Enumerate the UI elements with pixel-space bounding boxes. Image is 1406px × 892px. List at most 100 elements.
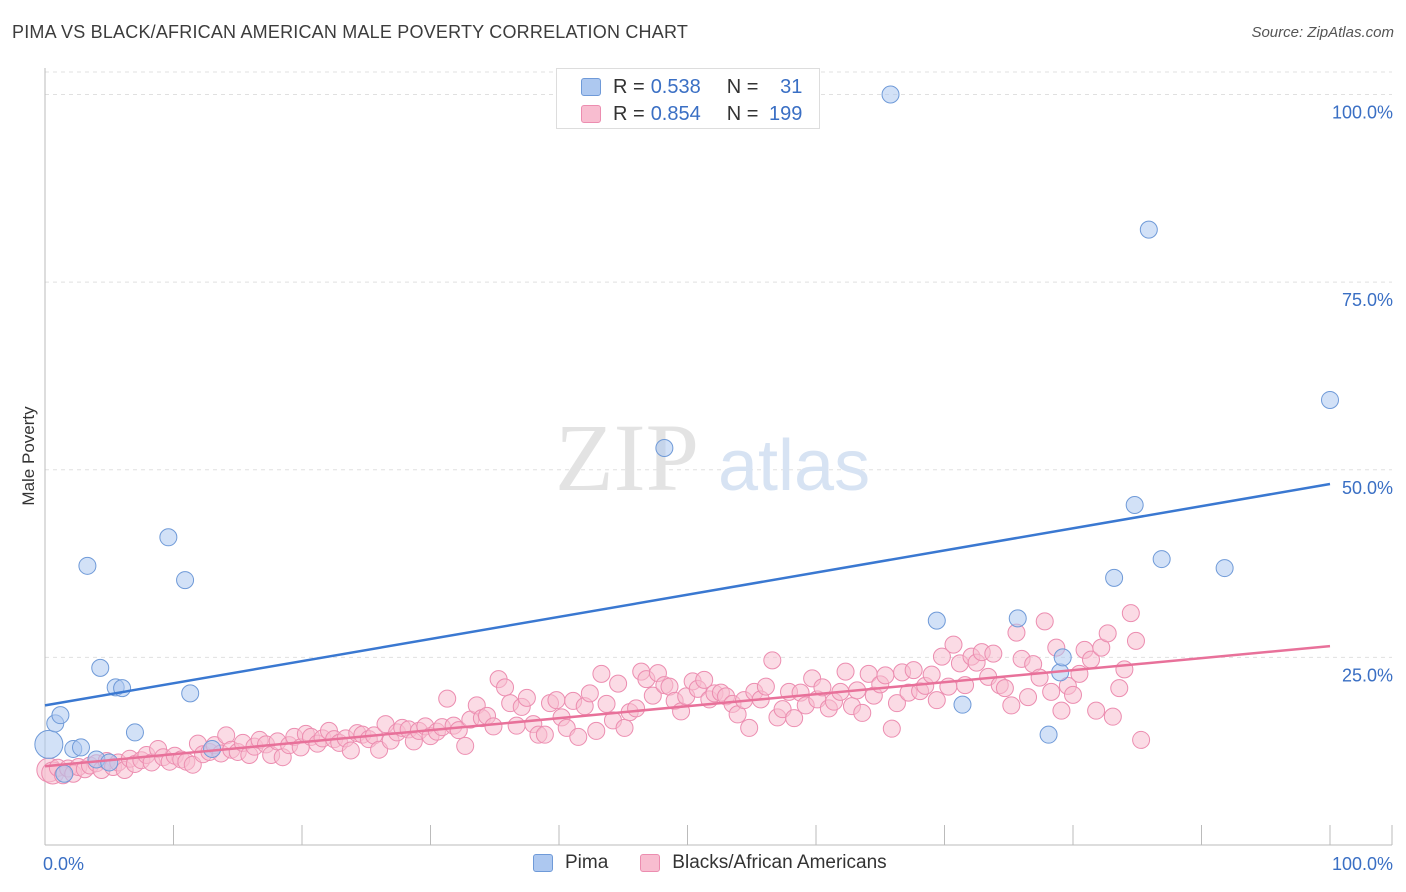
pima-point xyxy=(55,764,74,783)
black-point xyxy=(853,703,872,722)
legend-r-label: R = xyxy=(613,102,645,125)
black-point xyxy=(695,670,714,689)
black-point xyxy=(507,716,526,735)
pima-point xyxy=(51,706,70,725)
pima-point xyxy=(71,738,90,757)
trend-layer xyxy=(44,482,1331,768)
legend-r-value-pima: 0.538 xyxy=(650,75,701,98)
legend-row-pima: R = 0.538 N = 31 xyxy=(581,75,802,99)
pima-point xyxy=(1008,609,1027,628)
black-point xyxy=(643,686,662,705)
black-point xyxy=(535,725,554,744)
black-point xyxy=(1098,624,1117,643)
pima-point xyxy=(176,571,195,590)
black-point xyxy=(627,699,646,718)
black-point xyxy=(1126,631,1145,650)
black-point xyxy=(1103,707,1122,726)
series-legend: Pima Blacks/African Americans xyxy=(533,852,919,874)
black-point xyxy=(341,741,360,760)
pima-point xyxy=(953,695,972,714)
legend-n-label: N = xyxy=(726,102,759,125)
black-point xyxy=(1052,701,1071,720)
series-legend-pima[interactable]: Pima xyxy=(533,852,608,874)
label-layer: 25.0% 50.0% 75.0% 100.0% 0.0% 100.0% Male Pove… xyxy=(19,103,1393,874)
axis-layer xyxy=(44,68,1393,846)
pima-point xyxy=(91,658,110,677)
watermark-atlas: atlas xyxy=(718,426,870,506)
black-point xyxy=(1115,660,1134,679)
legend-r-label: R = xyxy=(613,75,645,98)
black-point xyxy=(1064,685,1082,704)
series-legend-label: Pima xyxy=(565,852,609,873)
black-point xyxy=(496,678,515,697)
black-point xyxy=(763,651,782,670)
pima-swatch xyxy=(533,854,553,872)
y-tick-label: 50.0% xyxy=(1342,478,1393,498)
pima-point xyxy=(1105,568,1124,587)
black-point xyxy=(756,677,775,696)
y-tick-label: 25.0% xyxy=(1342,665,1393,685)
legend-n-label: N = xyxy=(726,75,759,98)
black-point xyxy=(438,689,457,708)
black-swatch xyxy=(581,105,601,123)
black-point xyxy=(1035,612,1054,631)
black-point xyxy=(1121,604,1140,623)
watermark: ZIP atlas xyxy=(555,404,870,511)
pima-point xyxy=(927,611,946,630)
black-point xyxy=(1042,682,1061,701)
legend-n-value-black: 199 xyxy=(769,102,803,125)
black-point xyxy=(1002,696,1021,715)
black-point xyxy=(456,736,475,755)
black-point xyxy=(836,662,855,681)
grid-layer xyxy=(45,71,1392,658)
black-point xyxy=(484,717,503,736)
x-tick-label-start: 0.0% xyxy=(43,854,84,874)
series-legend-black[interactable]: Blacks/African Americans xyxy=(640,852,887,874)
black-point xyxy=(887,694,906,713)
pima-point xyxy=(1152,550,1171,569)
stats-legend: R = 0.538 N = 31 R = 0.854 N = 199 xyxy=(556,68,820,129)
legend-n-value-pima: 31 xyxy=(780,75,803,98)
black-point xyxy=(740,718,759,737)
black-point xyxy=(569,727,588,746)
black-swatch xyxy=(640,854,661,872)
pima-point xyxy=(1139,220,1158,239)
legend-row-black: R = 0.854 N = 199 xyxy=(581,102,802,126)
y-tick-label: 100.0% xyxy=(1332,103,1393,123)
black-trend-line xyxy=(44,644,1331,768)
pima-trend-line xyxy=(44,482,1331,707)
pima-swatch xyxy=(581,78,601,96)
watermark-zip: ZIP xyxy=(555,404,699,511)
pima-point xyxy=(125,723,144,742)
black-point xyxy=(984,644,1003,663)
legend-r-value-black: 0.854 xyxy=(650,102,701,125)
pima-point xyxy=(1039,725,1058,744)
black-point xyxy=(882,719,901,738)
pima-point xyxy=(34,729,64,759)
pima-point xyxy=(655,438,674,457)
black-point xyxy=(592,664,611,683)
pima-point xyxy=(1215,559,1234,578)
pima-point xyxy=(1053,648,1072,667)
black-point xyxy=(1019,688,1038,707)
black-point xyxy=(1087,701,1106,720)
black-point xyxy=(922,665,941,684)
pima-point xyxy=(181,684,200,703)
pima-point xyxy=(881,85,900,104)
pima-point xyxy=(78,556,97,575)
black-point xyxy=(517,688,536,707)
black-point xyxy=(932,647,951,666)
pima-point xyxy=(1321,390,1339,409)
black-point xyxy=(813,678,832,697)
pima-point xyxy=(100,753,119,772)
black-point xyxy=(587,721,606,740)
pima-point xyxy=(159,528,178,547)
chart-source: Source: ZipAtlas.com xyxy=(1251,24,1394,41)
black-point xyxy=(785,709,804,728)
y-axis-label: Male Poverty xyxy=(19,406,38,506)
pima-point xyxy=(1125,496,1144,515)
black-point xyxy=(580,684,599,703)
black-point xyxy=(597,694,616,713)
black-point xyxy=(944,635,963,654)
series-legend-label: Blacks/African Americans xyxy=(672,852,887,873)
